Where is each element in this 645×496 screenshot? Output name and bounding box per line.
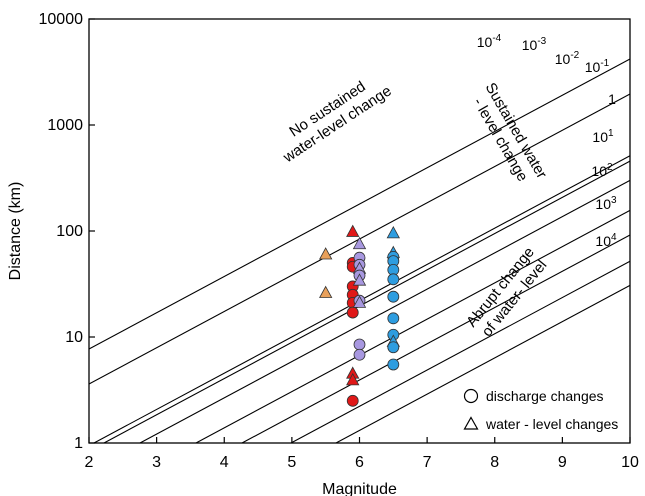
energy-density-line [290,260,630,443]
energy-density-line [139,179,630,443]
x-tick-label: 9 [558,454,567,471]
y-tick-label: 10000 [39,11,84,28]
x-tick-label: 10 [621,454,639,471]
data-point-triangle [386,226,400,239]
line-label-base: 1 [608,91,616,107]
data-point-circle [387,273,400,286]
line-label-base: 10 [595,233,611,249]
line-label-base: 10 [592,129,608,145]
y-tick-label: 1000 [47,117,83,134]
x-tick-label: 4 [220,454,229,471]
data-point-circle [346,394,359,407]
data-point-circle [353,338,366,351]
x-tick-label: 5 [287,454,296,471]
line-label-base: 10 [595,196,611,212]
y-tick-label: 100 [56,223,83,240]
legend: discharge changes water - level changes [463,388,618,432]
line-label-base: 10 [522,37,538,53]
y-tick-label: 10 [65,329,83,346]
energy-density-line [103,160,630,443]
x-tick-label: 7 [423,454,432,471]
line-label-base: 10 [477,34,493,50]
data-point-triangle [352,236,367,250]
data-point-triangle [346,224,360,237]
data-point-circle [387,290,400,303]
data-point-triangle [352,273,367,286]
x-axis-title: Magnitude [322,481,397,496]
energy-density-line [335,284,630,443]
energy-density-line-label: 10-1 [585,58,610,75]
y-tick-label: 1 [74,435,83,452]
data-point-circle [387,312,400,325]
energy-density-line [195,209,630,443]
energy-density-line-label: 10-2 [555,50,580,67]
line-label-base: 10 [585,59,601,75]
line-label-exponent: 1 [608,128,614,139]
x-tick-label: 2 [85,454,94,471]
line-label-exponent: -2 [570,50,579,61]
data-point-triangle [346,373,360,386]
legend-circle-icon [463,388,479,404]
line-label-exponent: 4 [611,232,617,243]
energy-density-line [89,58,630,350]
line-label-exponent: 2 [607,162,613,173]
data-point-circle [346,306,359,319]
legend-triangle-icon [463,416,479,430]
data-points [319,224,400,407]
region-label-sustained: Sustained water - level change [470,80,551,185]
energy-density-line-label: 102 [591,162,613,179]
data-point-triangle [319,285,333,298]
line-label-exponent: -3 [537,36,546,47]
legend-label-discharge: discharge changes [486,388,604,404]
legend-label-water-level: water - level changes [485,416,618,432]
energy-density-line [241,234,630,443]
region-label-no-change: No sustained water-level change [279,78,394,167]
energy-density-line-label: 103 [595,195,617,212]
data-point-circle [387,341,400,354]
line-label-exponent: 3 [611,195,617,206]
data-point-triangle [352,295,367,308]
energy-density-line-label: 10-4 [477,33,502,50]
x-tick-label: 6 [355,454,364,471]
energy-density-line-label: 10-3 [522,36,547,53]
data-point-triangle [319,247,333,260]
energy-density-line-label: 1 [608,91,616,107]
energy-density-line-label: 101 [592,128,614,145]
y-axis-title: Distance (km) [7,182,24,281]
line-label-exponent: -4 [492,33,501,44]
x-tick-label: 8 [490,454,499,471]
data-point-circle [387,358,400,371]
x-tick-label: 3 [152,454,161,471]
line-label-exponent: -1 [600,58,609,69]
line-label-base: 10 [591,163,607,179]
line-label-base: 10 [555,51,571,67]
energy-density-line-label: 104 [595,232,617,249]
data-point-circle [353,348,366,361]
